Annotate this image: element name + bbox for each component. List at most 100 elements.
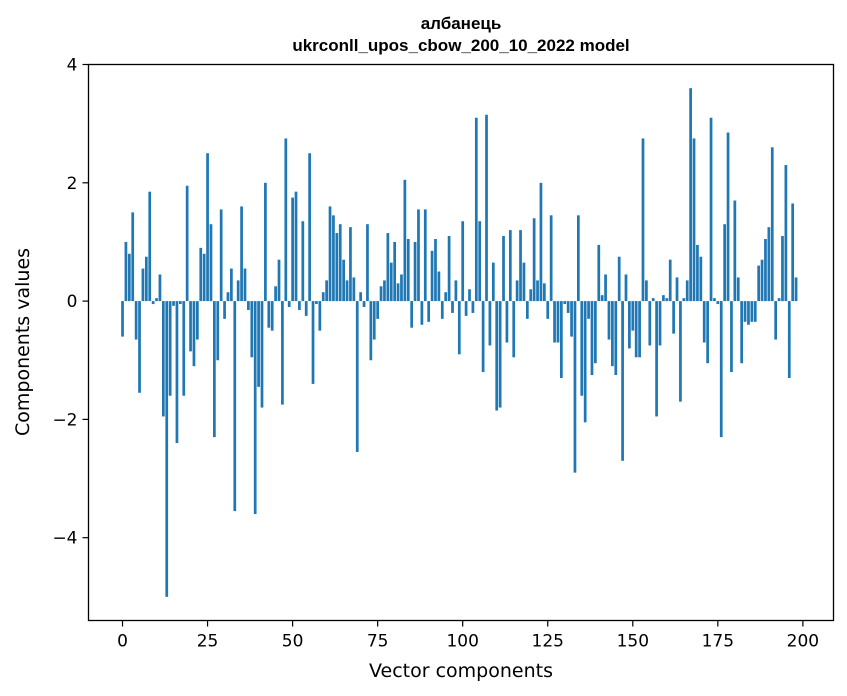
bar	[352, 277, 356, 302]
bar	[515, 280, 519, 302]
bar	[243, 268, 247, 302]
bar	[488, 301, 492, 346]
bar	[563, 301, 567, 305]
bar	[127, 253, 131, 302]
bar	[648, 301, 652, 346]
bar	[583, 301, 587, 423]
bar	[270, 301, 274, 331]
bar	[750, 301, 754, 322]
bar	[172, 301, 175, 306]
bar	[168, 301, 172, 396]
bar	[702, 301, 706, 343]
bar	[553, 301, 556, 343]
bar	[464, 301, 468, 316]
bar	[628, 301, 631, 349]
plot-frame	[87, 63, 835, 622]
y-axis-label: Components values	[12, 248, 34, 436]
bar	[733, 200, 737, 302]
y-tick-label: 2	[67, 174, 78, 194]
bar	[546, 301, 550, 319]
bar	[624, 274, 628, 302]
bar	[260, 301, 264, 408]
bar	[308, 153, 311, 302]
x-axis-ticks: 0 25 50 75 100 125 150 175 200	[117, 620, 819, 652]
bar	[396, 283, 400, 302]
bar	[658, 301, 662, 346]
bar	[502, 236, 505, 302]
x-tick-label: 200	[787, 632, 819, 652]
bar	[216, 301, 220, 361]
bar	[611, 301, 614, 367]
bar	[400, 274, 403, 302]
bar	[298, 301, 301, 310]
x-tick-label: 150	[617, 632, 649, 652]
bar	[332, 215, 335, 302]
bar	[189, 301, 192, 352]
x-tick-label: 100	[446, 632, 478, 652]
bar	[355, 301, 359, 452]
bar	[199, 247, 203, 302]
bar	[301, 221, 305, 302]
bar	[202, 253, 206, 302]
bar	[587, 301, 590, 319]
bar	[607, 301, 611, 340]
bar	[240, 206, 243, 302]
bar	[213, 301, 216, 438]
bar	[604, 274, 607, 302]
bar	[318, 301, 322, 331]
bar	[434, 238, 437, 302]
bar	[774, 301, 778, 340]
bar	[287, 301, 291, 308]
bar	[696, 244, 699, 302]
bar	[138, 301, 141, 393]
bar	[590, 301, 594, 376]
bar	[713, 298, 716, 302]
bar	[131, 212, 135, 302]
bar	[134, 301, 138, 340]
bar	[247, 301, 250, 310]
bar	[760, 259, 764, 302]
bar	[359, 292, 363, 302]
bar	[178, 301, 182, 305]
bar	[566, 301, 570, 313]
bar	[144, 256, 148, 302]
bar	[719, 301, 723, 438]
bar	[420, 301, 424, 325]
y-tick-label: 4	[67, 56, 78, 76]
bar	[508, 230, 512, 302]
bar	[158, 274, 162, 302]
bar	[393, 241, 397, 302]
bar	[372, 301, 376, 340]
bar	[264, 182, 267, 302]
bar	[427, 301, 431, 322]
bar	[454, 280, 458, 302]
bar	[668, 259, 672, 302]
bar	[175, 301, 179, 444]
bar	[304, 301, 308, 316]
bar	[787, 301, 791, 378]
bar	[345, 280, 349, 302]
bar	[498, 301, 502, 408]
bar	[723, 224, 727, 302]
bar	[403, 179, 407, 302]
bar	[206, 153, 209, 302]
bar	[559, 301, 563, 378]
bar	[311, 301, 315, 384]
x-tick-label: 50	[282, 632, 304, 652]
bar	[631, 301, 635, 331]
bar	[485, 114, 488, 302]
bar	[342, 259, 345, 302]
bar	[662, 295, 665, 302]
bar	[430, 250, 434, 302]
bar	[379, 286, 383, 302]
bar	[512, 301, 516, 358]
bar	[148, 191, 152, 302]
bar	[284, 138, 288, 302]
bar	[267, 301, 271, 328]
bar	[451, 301, 454, 313]
bar	[794, 277, 798, 302]
bar	[165, 301, 169, 597]
bar	[655, 301, 658, 417]
bar	[444, 292, 448, 302]
